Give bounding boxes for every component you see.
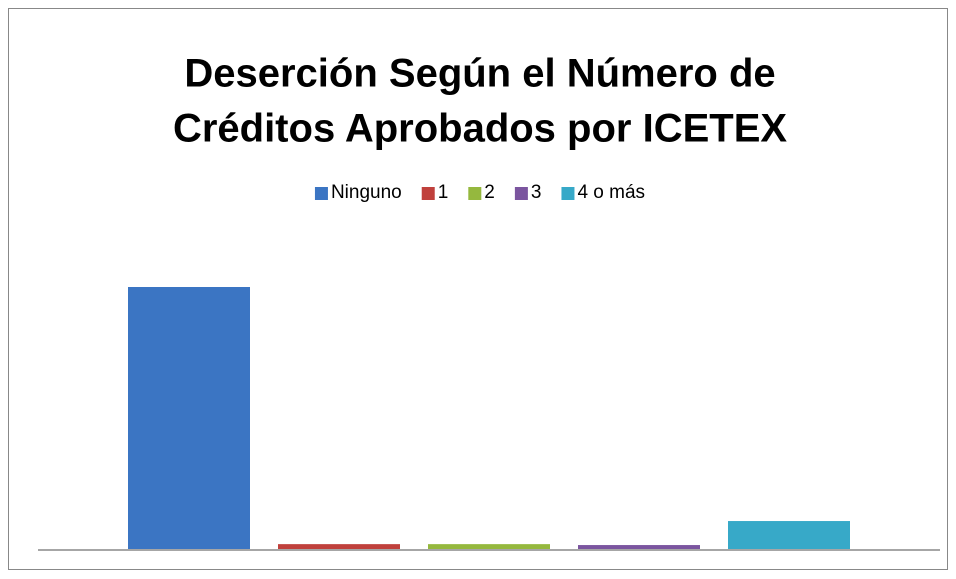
chart-title-line: Créditos Aprobados por ICETEX: [173, 107, 787, 151]
legend-label: 4 o más: [577, 182, 645, 203]
bar: [728, 521, 850, 549]
legend-swatch: [468, 187, 482, 200]
legend-swatch: [514, 187, 528, 200]
bar: [428, 544, 550, 549]
legend-swatch: [421, 187, 435, 200]
legend-label: 3: [531, 182, 542, 203]
legend-swatch: [314, 187, 328, 200]
legend-swatch: [561, 187, 575, 200]
bar: [128, 287, 250, 549]
bar: [278, 544, 400, 549]
bar: [578, 545, 700, 549]
legend-label: 2: [484, 182, 495, 203]
legend-label: 1: [438, 182, 449, 203]
chart-title-line: Deserción Según el Número de: [184, 52, 775, 96]
legend-label: Ninguno: [331, 182, 402, 203]
